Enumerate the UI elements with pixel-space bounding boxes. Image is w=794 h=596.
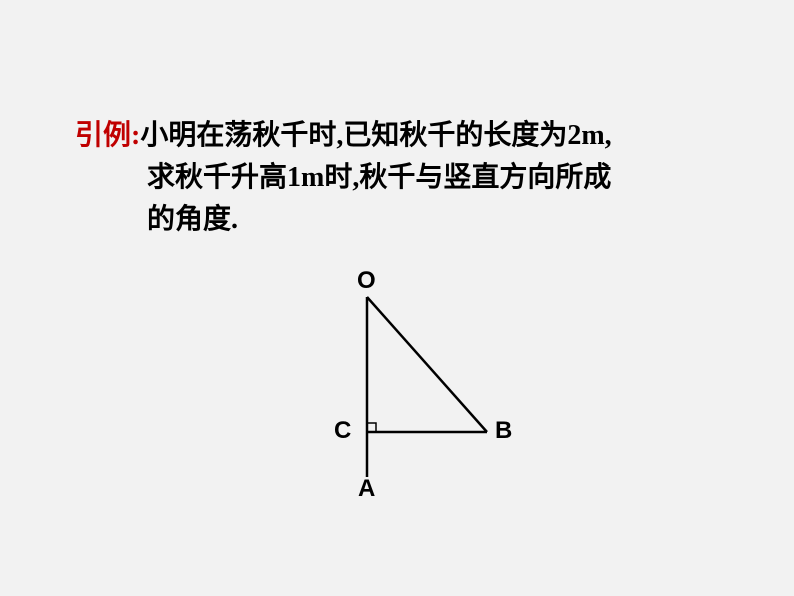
vertex-label-C: C [334, 417, 351, 445]
problem-line3-text: 的角度. [147, 204, 238, 235]
vertex-label-A: A [358, 475, 375, 503]
problem-line-1: 引例:小明在荡秋千时,已知秋千的长度为2m, [75, 115, 725, 157]
problem-line2-text: 求秋千升高1m时,秋千与竖直方向所成 [147, 162, 611, 193]
problem-line-3: 的角度. [75, 199, 725, 241]
vertex-label-B: B [495, 417, 512, 445]
problem-prefix: 引例: [75, 120, 140, 151]
problem-line-2: 求秋千升高1m时,秋千与竖直方向所成 [75, 157, 725, 199]
problem-line1-text: 小明在荡秋千时,已知秋千的长度为2m, [140, 120, 611, 151]
vertex-label-O: O [357, 267, 376, 295]
diagram-svg [287, 267, 547, 527]
right-angle-marker [367, 423, 376, 432]
problem-text: 引例:小明在荡秋千时,已知秋千的长度为2m, 求秋千升高1m时,秋千与竖直方向所… [75, 115, 725, 241]
geometry-diagram: O C B A [287, 267, 547, 527]
edge-OB [367, 297, 487, 432]
